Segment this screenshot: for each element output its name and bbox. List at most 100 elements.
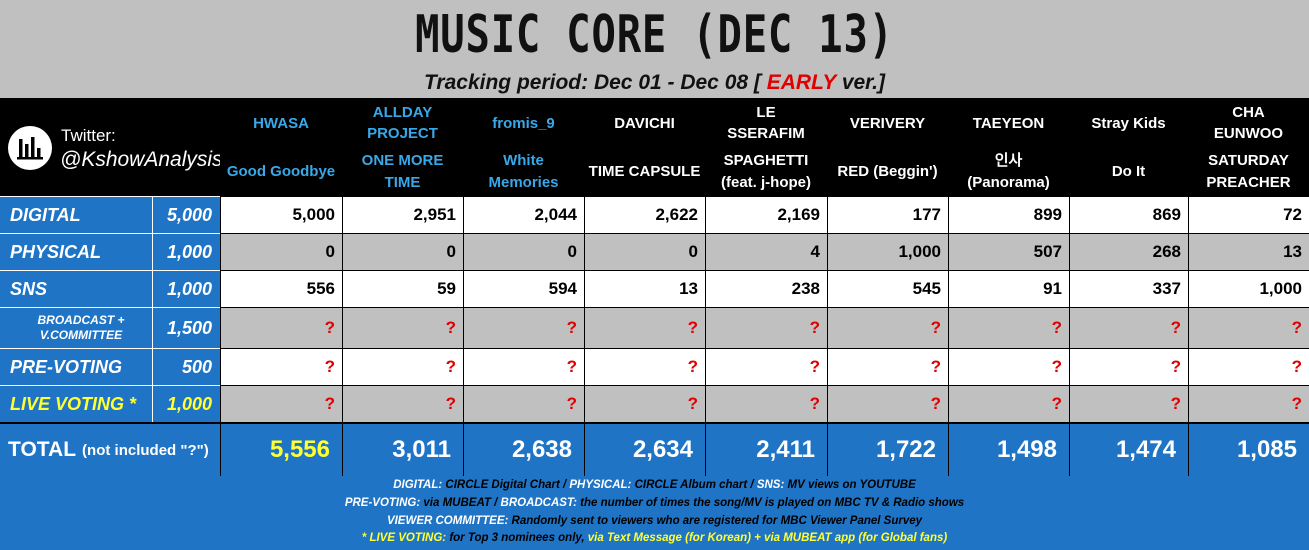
score-cell: 545 <box>827 270 948 307</box>
unknown-score: ? <box>342 385 463 422</box>
total-score: 1,722 <box>827 422 948 476</box>
total-score: 1,498 <box>948 422 1069 476</box>
footer-text-segment: Randomly sent to viewers who are registe… <box>508 515 923 527</box>
song-title: RED (Beggin') <box>827 148 948 196</box>
unknown-score: ? <box>827 307 948 348</box>
score-cell: 2,622 <box>584 196 705 233</box>
unknown-score: ? <box>342 307 463 348</box>
artist-name: Stray Kids <box>1069 98 1188 148</box>
total-label-note: (not included "?") <box>82 441 209 459</box>
footer-notes: DIGITAL: CIRCLE Digital Chart / PHYSICAL… <box>0 476 1309 550</box>
total-score: 1,474 <box>1069 422 1188 476</box>
song-title: Good Goodbye <box>220 148 342 196</box>
footer-line-1: DIGITAL: CIRCLE Digital Chart / PHYSICAL… <box>0 478 1309 493</box>
score-cell: 337 <box>1069 270 1188 307</box>
unknown-score: ? <box>220 385 342 422</box>
score-cell: 0 <box>220 233 342 270</box>
footer-text-segment: MV views on YOUTUBE <box>784 479 916 491</box>
artist-name: VERIVERY <box>827 98 948 148</box>
footer-line-4: * LIVE VOTING: for Top 3 nominees only, … <box>0 531 1309 546</box>
unknown-score: ? <box>1069 348 1188 385</box>
twitter-label: Twitter: <box>61 126 116 145</box>
score-cell: 268 <box>1069 233 1188 270</box>
unknown-score: ? <box>584 348 705 385</box>
total-score: 3,011 <box>342 422 463 476</box>
logo-box: Twitter: @KshowAnalysis <box>0 98 223 196</box>
score-cell: 72 <box>1188 196 1309 233</box>
footer-text-segment: * LIVE VOTING: <box>361 532 447 544</box>
footer-text-segment: BROADCAST: <box>500 497 577 509</box>
category-label: SNS <box>0 270 152 307</box>
unknown-score: ? <box>220 348 342 385</box>
song-title: White Memories <box>463 148 584 196</box>
total-score: 2,411 <box>705 422 827 476</box>
unknown-score: ? <box>584 385 705 422</box>
score-cell: 177 <box>827 196 948 233</box>
unknown-score: ? <box>827 385 948 422</box>
artist-name: HWASA <box>220 98 342 148</box>
song-title: ONE MORE TIME <box>342 148 463 196</box>
score-cell: 91 <box>948 270 1069 307</box>
score-cell: 13 <box>1188 233 1309 270</box>
score-cell: 238 <box>705 270 827 307</box>
score-cell: 869 <box>1069 196 1188 233</box>
early-badge: EARLY <box>766 71 836 94</box>
category-max-points: 5,000 <box>152 196 220 233</box>
unknown-score: ? <box>584 307 705 348</box>
score-cell: 594 <box>463 270 584 307</box>
category-max-points: 1,000 <box>152 385 220 422</box>
total-score: 1,085 <box>1188 422 1309 476</box>
score-cell: 2,044 <box>463 196 584 233</box>
total-label-main: TOTAL <box>8 438 77 461</box>
artist-name: ALLDAY PROJECT <box>342 98 463 148</box>
tracking-period-text: Tracking period: Dec 01 - Dec 08 [ <box>423 71 761 94</box>
category-max-points: 1,000 <box>152 270 220 307</box>
score-cell: 13 <box>584 270 705 307</box>
total-score: 5,556 <box>220 422 342 476</box>
score-cell: 2,951 <box>342 196 463 233</box>
artist-name: DAVICHI <box>584 98 705 148</box>
unknown-score: ? <box>705 307 827 348</box>
bar-chart-logo-icon <box>8 126 52 170</box>
unknown-score: ? <box>948 307 1069 348</box>
version-suffix: ver.] <box>841 71 886 94</box>
score-cell: 5,000 <box>220 196 342 233</box>
song-title: Do It <box>1069 148 1188 196</box>
score-cell: 507 <box>948 233 1069 270</box>
category-max-points: 1,000 <box>152 233 220 270</box>
footer-text-segment: via MUBEAT / <box>420 497 501 509</box>
footer-text-segment: PHYSICAL: <box>569 479 632 491</box>
song-title: SATURDAY PREACHER <box>1188 148 1309 196</box>
tracking-period: Tracking period: Dec 01 - Dec 08 [ EARLY… <box>0 70 1309 96</box>
score-cell: 2,169 <box>705 196 827 233</box>
unknown-score: ? <box>827 348 948 385</box>
unknown-score: ? <box>1188 307 1309 348</box>
unknown-score: ? <box>948 385 1069 422</box>
score-cell: 1,000 <box>827 233 948 270</box>
unknown-score: ? <box>1188 348 1309 385</box>
footer-line-2: PRE-VOTING: via MUBEAT / BROADCAST: the … <box>0 496 1309 511</box>
unknown-score: ? <box>463 385 584 422</box>
unknown-score: ? <box>1188 385 1309 422</box>
title-area: MUSIC CORE (DEC 13) Tracking period: Dec… <box>0 0 1309 98</box>
unknown-score: ? <box>463 348 584 385</box>
twitter-handle: @KshowAnalysis <box>60 148 223 171</box>
score-cell: 59 <box>342 270 463 307</box>
artist-name: fromis_9 <box>463 98 584 148</box>
footer-text-segment: PRE-VOTING: <box>344 497 421 509</box>
score-cell: 0 <box>342 233 463 270</box>
footer-text-segment: DIGITAL: <box>393 479 443 491</box>
unknown-score: ? <box>948 348 1069 385</box>
unknown-score: ? <box>463 307 584 348</box>
artist-name: TAEYEON <box>948 98 1069 148</box>
category-label: DIGITAL <box>0 196 152 233</box>
footer-text-segment: VIEWER COMMITTEE: <box>386 515 509 527</box>
category-label: PRE-VOTING <box>0 348 152 385</box>
footer-text-segment: via Text Message (for Korean) + via MUBE… <box>587 532 948 544</box>
total-score: 2,638 <box>463 422 584 476</box>
footer-text-segment: CIRCLE Digital Chart / <box>442 479 570 491</box>
unknown-score: ? <box>342 348 463 385</box>
category-label: PHYSICAL <box>0 233 152 270</box>
artist-name: CHA EUNWOO <box>1188 98 1309 148</box>
chart-table: Twitter: @KshowAnalysis HWASA Good Goodby… <box>0 98 1309 476</box>
